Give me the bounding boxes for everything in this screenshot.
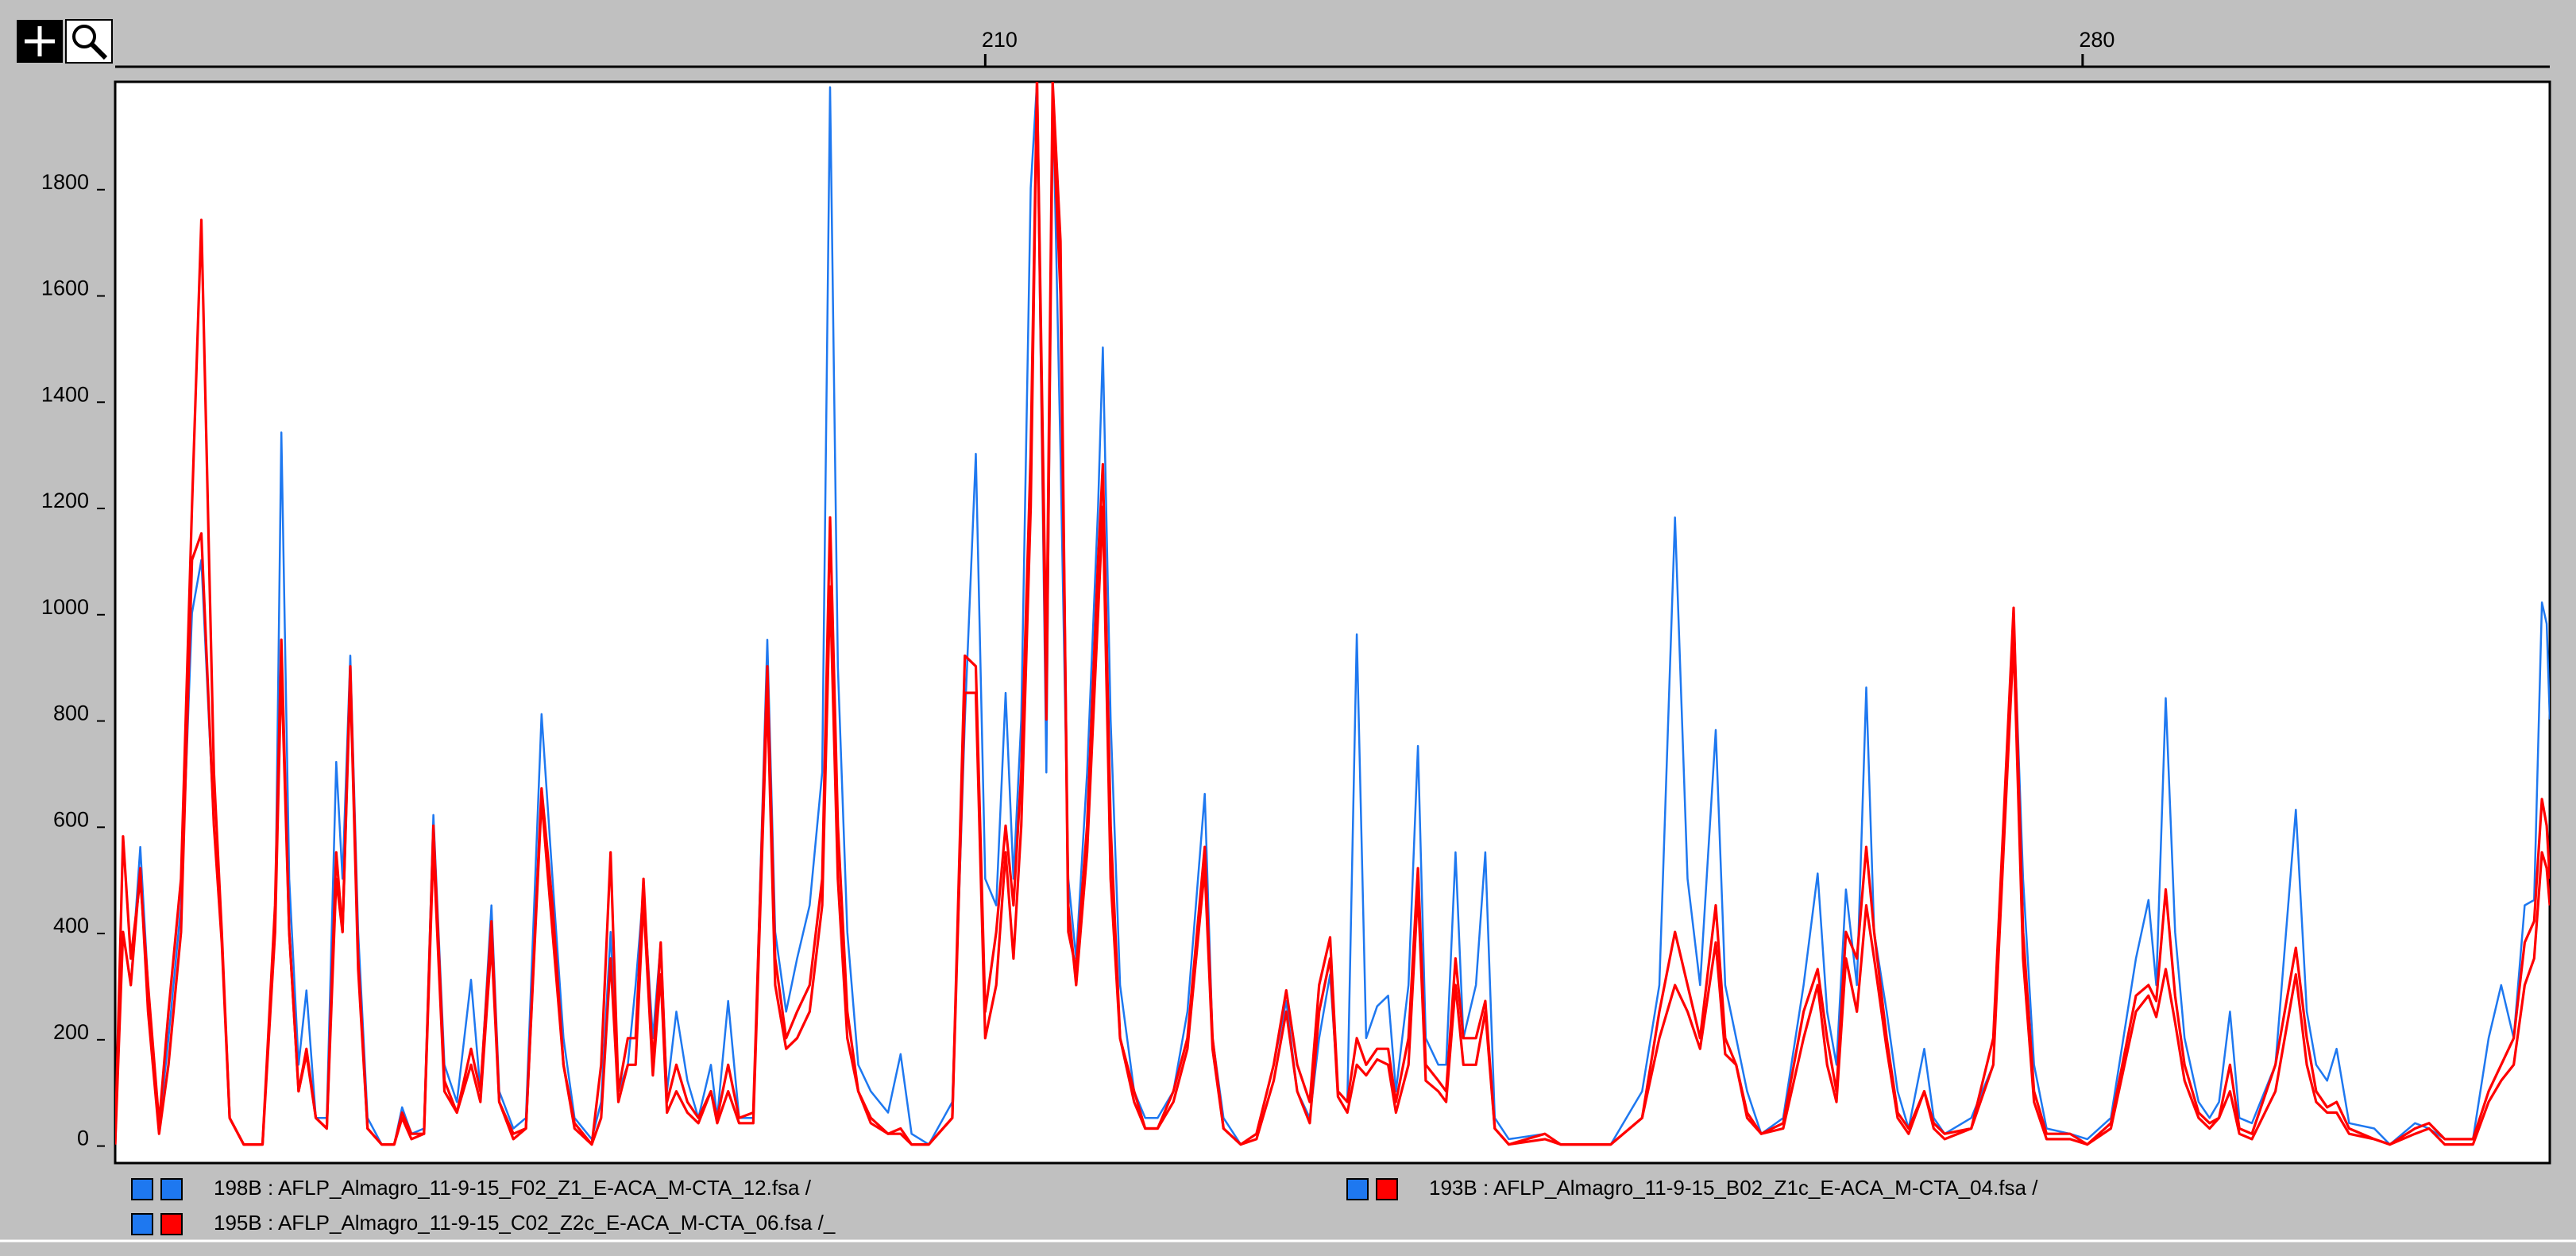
trace	[115, 82, 2550, 1146]
y-tick-label: 600	[53, 807, 89, 831]
trace	[115, 82, 2550, 1146]
x-tick-label: 210	[982, 28, 1018, 52]
legend-color-icon	[160, 1213, 183, 1235]
y-tick-label: 1400	[41, 382, 89, 406]
y-tick-label: 400	[53, 914, 89, 937]
legend-color-icon	[1376, 1178, 1398, 1200]
y-tick-label: 1200	[41, 489, 89, 512]
x-tick-label: 280	[2079, 28, 2114, 52]
traces	[115, 82, 2550, 1146]
legend-color-icon	[160, 1178, 183, 1200]
y-tick-label: 800	[53, 701, 89, 725]
ruler	[115, 16, 2550, 68]
legend-text: 195B : AFLP_Almagro_11-9-15_C02_Z2c_E-AC…	[214, 1211, 836, 1235]
legend-text: 198B : AFLP_Almagro_11-9-15_F02_Z1_E-ACA…	[214, 1176, 812, 1200]
legend-dye-icon	[1346, 1178, 1369, 1200]
legend-dye-icon	[131, 1213, 153, 1235]
y-tick-label: 0	[77, 1127, 89, 1150]
magnifier-handle	[90, 42, 108, 60]
trace	[115, 82, 2550, 1146]
y-tick-label: 1000	[41, 595, 89, 619]
plus-icon	[25, 26, 55, 56]
magnifier-icon	[72, 25, 96, 48]
y-tick-label: 200	[53, 1020, 89, 1044]
y-tick-label: 1600	[41, 276, 89, 300]
legend-dye-icon	[131, 1178, 153, 1200]
legend-text: 193B : AFLP_Almagro_11-9-15_B02_Z1c_E-AC…	[1429, 1176, 2038, 1200]
y-tick-label: 1800	[41, 170, 89, 194]
toolbar	[17, 19, 113, 64]
